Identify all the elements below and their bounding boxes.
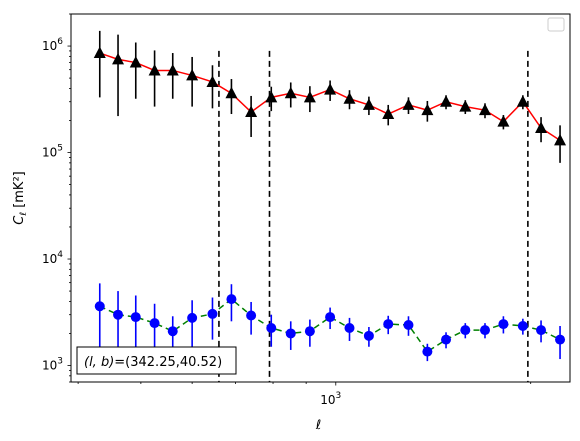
y-axis-label: Cℓ [mK²] (12, 171, 29, 224)
data-point-circle (167, 326, 178, 337)
data-layer (93, 30, 567, 382)
data-point-circle (304, 326, 315, 337)
y-tick-label: 105 (42, 144, 63, 160)
data-point-triangle (225, 86, 238, 99)
data-point-triangle (516, 95, 529, 107)
data-point-circle (479, 325, 490, 336)
axes-layer: 103 104 105 106 103 ℓ Cℓ [mK²] (12, 13, 532, 433)
data-point-triangle (497, 115, 510, 127)
data-point-circle (113, 309, 124, 320)
annotation-box: (l, b)=(342.25,40.52) (76, 346, 237, 375)
data-point-circle (344, 323, 355, 334)
legend-box (547, 17, 565, 32)
data-point-triangle (382, 107, 395, 120)
data-point-circle (94, 301, 105, 312)
data-point-circle (460, 325, 471, 336)
data-point-circle (246, 310, 257, 321)
y-axis-label-text: Cℓ [mK²] (12, 171, 29, 224)
data-point-triangle (362, 98, 375, 110)
data-point-triangle (112, 52, 125, 65)
data-point-circle (149, 318, 160, 329)
data-point-circle (363, 330, 374, 341)
x-tick-label: 103 (320, 391, 341, 407)
axes-frame (70, 13, 571, 383)
data-point-triangle (148, 63, 161, 76)
data-point-triangle (129, 56, 142, 68)
data-point-circle (130, 312, 141, 323)
data-point-circle (207, 308, 218, 319)
data-point-circle (226, 294, 237, 305)
data-point-circle (536, 325, 547, 336)
data-point-triangle (535, 121, 548, 133)
data-point-circle (422, 346, 433, 357)
data-point-triangle (166, 63, 179, 76)
data-point-triangle (440, 95, 453, 107)
annotation-text: (l, b)=(342.25,40.52) (84, 355, 222, 370)
data-point-triangle (93, 46, 106, 59)
y-tick-label: 106 (42, 37, 63, 53)
data-point-circle (187, 312, 198, 323)
data-point-circle (517, 320, 528, 331)
data-point-triangle (206, 75, 219, 87)
y-tick-label: 103 (42, 357, 63, 373)
data-point-triangle (303, 90, 316, 103)
data-point-circle (498, 319, 509, 330)
data-point-triangle (421, 103, 434, 116)
data-point-triangle (343, 92, 356, 104)
data-point-triangle (186, 68, 199, 81)
data-point-triangle (478, 103, 491, 116)
y-tick-label: 104 (42, 250, 63, 266)
data-point-triangle (402, 98, 415, 110)
x-axis-label: ℓ (315, 418, 321, 433)
data-point-circle (555, 334, 566, 345)
data-point-circle (441, 334, 452, 345)
data-point-triangle (459, 100, 472, 112)
data-point-triangle (554, 133, 567, 146)
annotation-frame (76, 346, 237, 375)
data-point-circle (383, 319, 394, 330)
data-point-circle (266, 323, 277, 334)
data-point-triangle (265, 90, 278, 103)
data-point-triangle (245, 105, 258, 118)
legend (547, 17, 565, 32)
data-point-triangle (324, 83, 337, 95)
data-point-circle (325, 312, 336, 323)
data-point-circle (285, 328, 296, 339)
data-point-triangle (284, 86, 297, 99)
data-point-circle (403, 320, 414, 331)
